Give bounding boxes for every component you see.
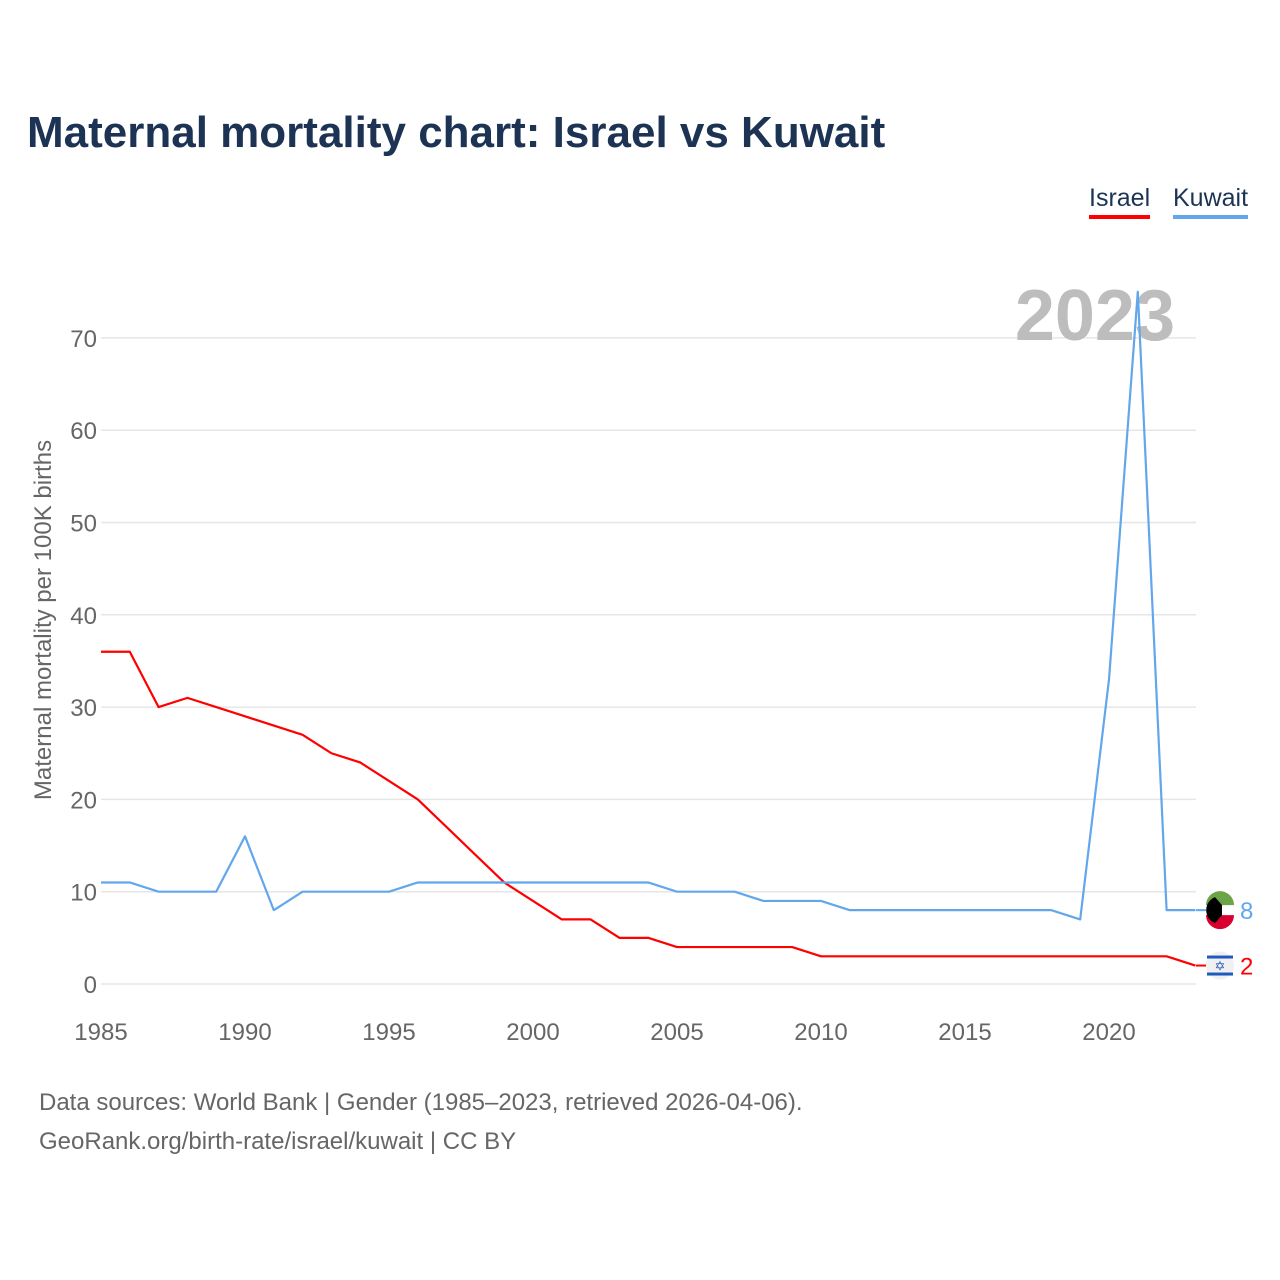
flag-trapezoid (1206, 897, 1222, 924)
source-line-1: Data sources: World Bank | Gender (1985–… (39, 1089, 803, 1116)
series-line-kuwait (101, 290, 1196, 921)
chart-title: Maternal mortality chart: Israel vs Kuwa… (27, 108, 886, 157)
series-line-israel (101, 650, 1196, 967)
y-tick-label: 50 (70, 511, 97, 538)
legend-israel[interactable]: Israel (1089, 184, 1151, 219)
legend-kuwait[interactable]: Kuwait (1173, 184, 1249, 219)
x-tick-label: 1990 (218, 1019, 271, 1046)
end-value-label: 8 (1240, 898, 1253, 925)
source-line-2[interactable]: GeoRank.org/birth-rate/israel/kuwait | C… (39, 1128, 517, 1155)
y-tick-label: 0 (84, 972, 97, 999)
y-tick-label: 40 (70, 603, 97, 630)
x-tick-label: 2000 (506, 1019, 559, 1046)
flag-stripe (1207, 955, 1233, 959)
x-tick-label: 2010 (794, 1019, 847, 1046)
y-tick-label: 60 (70, 418, 97, 445)
x-tick-label: 2015 (938, 1019, 991, 1046)
x-tick-label: 1995 (362, 1019, 415, 1046)
x-tick-label: 2005 (650, 1019, 703, 1046)
end-value-label: 2 (1240, 954, 1253, 981)
year-label: 2023 (1015, 276, 1175, 356)
line-chart: 0 10 20 30 40 50 60 70 1985 1990 1995 2000 2005 2010 2… (30, 276, 1253, 1046)
y-tick-label: 20 (70, 787, 97, 814)
y-tick-label: 30 (70, 695, 97, 722)
y-tick-label: 70 (70, 326, 97, 353)
x-tick-label: 1985 (74, 1019, 127, 1046)
star-of-david-icon: ✡ (1215, 960, 1226, 975)
y-axis-label: Maternal mortality per 100K births (30, 440, 57, 800)
flag-stripe (1207, 972, 1233, 976)
x-tick-label: 2020 (1082, 1019, 1135, 1046)
y-tick-label: 10 (70, 880, 97, 907)
